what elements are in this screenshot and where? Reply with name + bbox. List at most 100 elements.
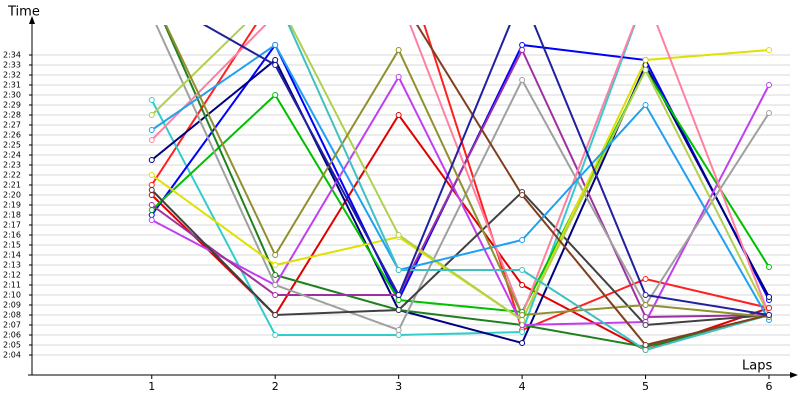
data-point bbox=[273, 13, 278, 18]
y-tick-label: 2:04 bbox=[3, 351, 21, 360]
y-tick-label: 2:05 bbox=[3, 341, 21, 350]
data-point bbox=[519, 77, 526, 83]
y-tick-label: 2:14 bbox=[3, 251, 21, 260]
data-point bbox=[766, 294, 773, 300]
x-tick-label: 2 bbox=[272, 380, 279, 393]
y-tick-label: 2:10 bbox=[3, 291, 21, 300]
data-point bbox=[642, 322, 649, 328]
data-point bbox=[519, 47, 526, 53]
x-tick-label: 1 bbox=[148, 380, 155, 393]
y-tick-label: 2:22 bbox=[3, 171, 21, 180]
series-line bbox=[151, 43, 770, 321]
series-line bbox=[150, 25, 636, 336]
y-tick-label: 2:15 bbox=[3, 241, 21, 250]
data-point bbox=[148, 127, 155, 133]
data-point bbox=[395, 327, 402, 333]
data-point bbox=[519, 340, 526, 346]
y-tick-label: 2:06 bbox=[3, 331, 21, 340]
data-point bbox=[642, 102, 649, 108]
data-point bbox=[519, 317, 526, 323]
data-point bbox=[395, 307, 402, 313]
data-point bbox=[766, 305, 773, 311]
data-point bbox=[519, 329, 526, 335]
data-point bbox=[642, 67, 649, 73]
data-point bbox=[395, 112, 402, 118]
y-tick-label: 2:09 bbox=[3, 301, 21, 310]
data-point bbox=[519, 322, 526, 328]
data-point bbox=[148, 137, 155, 143]
y-tick-label: 2:11 bbox=[3, 281, 21, 290]
series-line bbox=[151, 25, 770, 318]
data-point bbox=[148, 212, 155, 218]
y-tick-label: 2:28 bbox=[3, 111, 21, 120]
series-line bbox=[151, 47, 770, 319]
data-point bbox=[148, 207, 155, 213]
y-tick-label: 2:17 bbox=[3, 221, 21, 230]
data-point bbox=[272, 272, 279, 278]
y-tick-label: 2:24 bbox=[3, 151, 21, 160]
data-point bbox=[148, 172, 155, 178]
data-point bbox=[395, 47, 402, 53]
series-line bbox=[164, 25, 770, 318]
x-axis-arrow bbox=[790, 372, 798, 378]
x-tick-label: 6 bbox=[766, 380, 773, 393]
data-point bbox=[642, 62, 649, 68]
y-tick-label: 2:27 bbox=[3, 121, 21, 130]
y-tick-label: 2:13 bbox=[3, 261, 21, 270]
data-point bbox=[642, 292, 649, 298]
series-line bbox=[151, 25, 770, 322]
data-point bbox=[766, 47, 773, 53]
y-tick-label: 2:20 bbox=[3, 191, 21, 200]
y-tick-label: 2:12 bbox=[3, 271, 21, 280]
series-line bbox=[202, 25, 770, 316]
y-tick-label: 2:32 bbox=[3, 71, 21, 80]
series-line bbox=[151, 67, 770, 314]
data-point bbox=[642, 342, 649, 348]
data-point bbox=[148, 192, 155, 198]
data-point bbox=[148, 187, 155, 193]
data-point bbox=[148, 182, 155, 188]
data-point bbox=[272, 57, 279, 63]
x-tick-label: 4 bbox=[519, 380, 526, 393]
series-line bbox=[155, 25, 770, 332]
data-point bbox=[642, 57, 649, 63]
x-axis-label: Laps bbox=[742, 359, 772, 374]
data-point bbox=[642, 347, 649, 353]
data-point bbox=[272, 262, 279, 268]
data-point bbox=[766, 110, 773, 116]
x-tick-label: 5 bbox=[642, 380, 649, 393]
data-point bbox=[148, 97, 155, 103]
y-tick-label: 2:33 bbox=[3, 61, 21, 70]
y-tick-label: 2:26 bbox=[3, 131, 21, 140]
data-point bbox=[148, 217, 155, 223]
data-point bbox=[395, 74, 402, 80]
x-tick-label: 3 bbox=[395, 380, 402, 393]
data-point bbox=[519, 192, 526, 198]
data-point bbox=[766, 312, 773, 318]
y-tick-label: 2:30 bbox=[3, 91, 21, 100]
data-point bbox=[148, 202, 155, 208]
data-point bbox=[395, 267, 402, 273]
data-point bbox=[272, 332, 279, 338]
plot-area bbox=[148, 13, 773, 353]
data-point bbox=[519, 42, 526, 48]
y-tick-label: 2:08 bbox=[3, 311, 21, 320]
y-tick-label: 2:21 bbox=[3, 181, 21, 190]
data-point bbox=[272, 92, 279, 98]
data-point bbox=[766, 264, 773, 270]
y-axis-arrow bbox=[29, 16, 35, 24]
data-point bbox=[395, 292, 402, 298]
y-tick-label: 2:25 bbox=[3, 141, 21, 150]
y-tick-label: 2:31 bbox=[3, 81, 21, 90]
series-line bbox=[151, 74, 770, 327]
data-point bbox=[642, 314, 649, 320]
y-tick-label: 2:07 bbox=[3, 321, 21, 330]
data-point bbox=[148, 157, 155, 163]
data-point bbox=[395, 297, 402, 303]
data-point bbox=[642, 302, 649, 308]
series-line bbox=[287, 25, 770, 352]
data-point bbox=[519, 312, 526, 318]
data-point bbox=[272, 282, 279, 288]
data-point bbox=[395, 232, 402, 238]
